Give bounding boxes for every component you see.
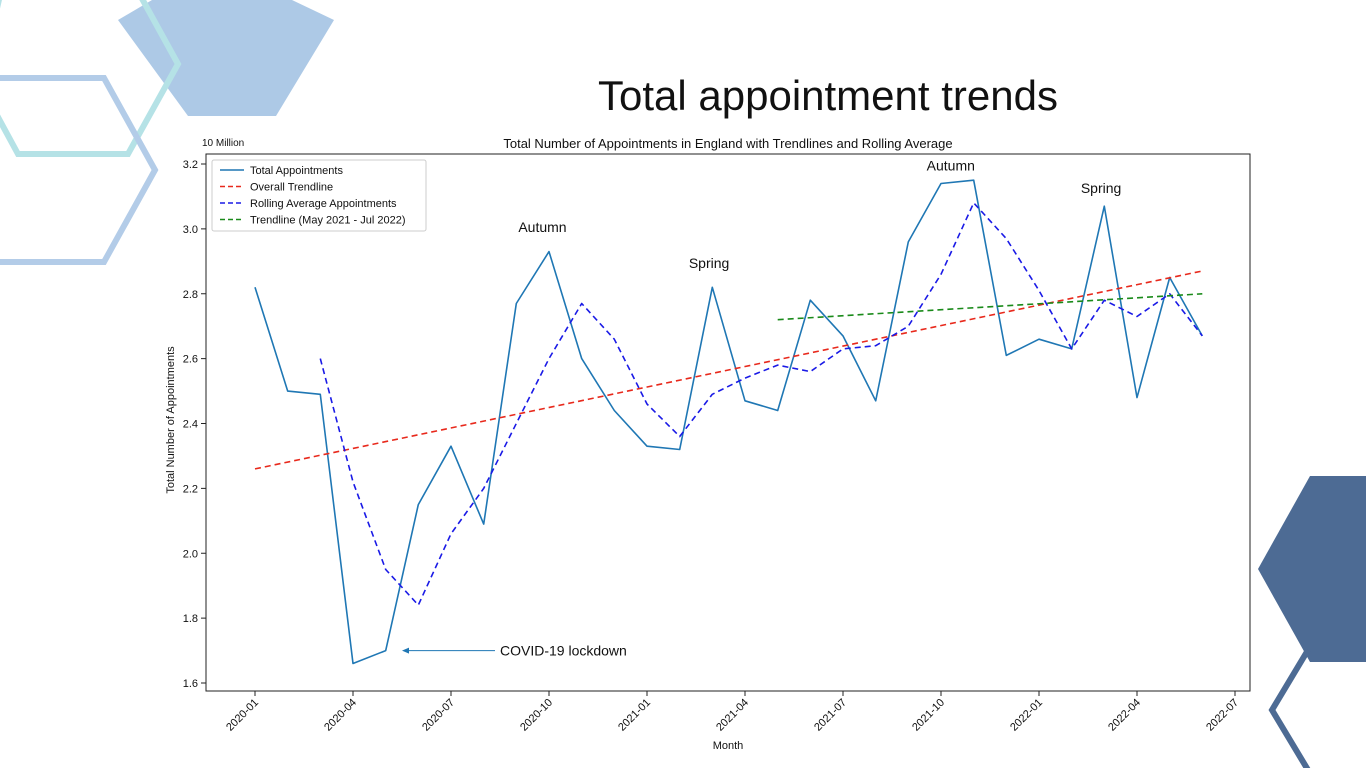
y-tick-label: 1.6 [183, 678, 198, 690]
x-tick-label: 2021-07 [812, 697, 849, 734]
y-tick-label: 2.4 [183, 419, 198, 431]
y-scale-label: 10 Million [202, 138, 244, 149]
annotation-label: Autumn [927, 157, 975, 173]
series-total-appointments [254, 179, 1203, 665]
legend: Total Appointments Overall Trendline Rolli… [211, 159, 427, 232]
hexagon-outline-blue [0, 75, 159, 265]
y-tick-label: 3.0 [183, 224, 198, 236]
x-tick-label: 2021-01 [616, 697, 653, 734]
legend-label: Rolling Average Appointments [250, 198, 397, 210]
hexagon-light-blue [118, 0, 334, 116]
annotation-label: Autumn [518, 219, 566, 235]
series-overall-trendline [254, 270, 1203, 470]
plot-frame [205, 153, 1251, 692]
y-tick-label: 3.2 [183, 159, 198, 171]
x-tick-label: 2021-04 [714, 697, 751, 734]
annotation-label: Spring [1081, 180, 1121, 196]
series-rolling-average-appointments [319, 202, 1203, 606]
series-trendline-may-2021-jul-2022 [777, 293, 1203, 321]
y-tick-label: 2.6 [183, 354, 198, 366]
legend-label: Total Appointments [250, 165, 343, 177]
hexagon-outline-teal [0, 0, 182, 157]
y-tick-label: 2.8 [183, 289, 198, 301]
y-tick-label: 2.2 [183, 483, 198, 495]
y-axis-label: Total Number of Appointments [165, 346, 177, 494]
x-tick-label: 2020-01 [224, 697, 261, 734]
annotation-arrow-head [402, 647, 409, 654]
x-tick-label: 2020-10 [518, 697, 555, 734]
legend-label: Overall Trendline [250, 182, 333, 194]
annotation-label: COVID-19 lockdown [500, 643, 627, 659]
annotations: Autumn Spring Autumn Spring COVID-19 lockdow… [402, 157, 1121, 659]
x-tick-label: 2020-07 [420, 697, 457, 734]
x-tick-label: 2020-04 [322, 697, 359, 734]
plot-area [205, 153, 1251, 692]
series-layer [254, 179, 1203, 665]
x-tick-label: 2022-04 [1106, 697, 1143, 734]
x-axis-label: Month [713, 740, 744, 752]
x-tick-label: 2022-07 [1204, 697, 1241, 734]
chart-title: Total Number of Appointments in England … [503, 136, 952, 151]
x-tick-label: 2022-01 [1008, 697, 1045, 734]
axes-layer: 1.6 1.8 2.0 2.2 2.4 2.6 2.8 3.0 3.2 2020-01 2020-0… [183, 159, 1241, 734]
annotation-label: Spring [689, 255, 729, 271]
hexagon-outline-dark-blue [1268, 648, 1311, 768]
y-tick-label: 1.8 [183, 613, 198, 625]
hexagon-dark-blue [1258, 476, 1366, 662]
slide-title: Total appointment trends [598, 72, 1058, 119]
legend-box [211, 159, 427, 232]
legend-label: Trendline (May 2021 - Jul 2022) [250, 215, 406, 227]
x-tick-label: 2021-10 [910, 697, 947, 734]
y-tick-label: 2.0 [183, 548, 198, 560]
